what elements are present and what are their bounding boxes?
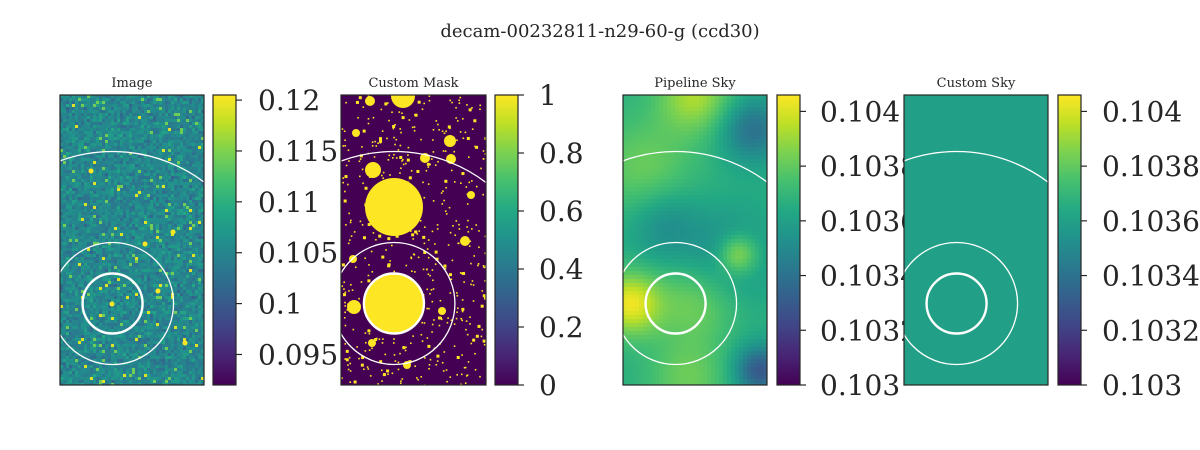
- panel-custom-mask-colorbar-tick-label: 0.6: [539, 195, 584, 228]
- outer-ring: [60, 150, 204, 183]
- panel-image-colorbar: [212, 94, 237, 386]
- panel-image-colorbar-tick-label: 0.115: [258, 135, 338, 168]
- panel-custom-sky-overlay-circles: [904, 150, 1048, 366]
- panel-image-title: Image: [111, 76, 153, 91]
- panel-custom-sky-colorbar-tick-label: 0.1034: [1102, 260, 1200, 293]
- panel-custom-sky-heatmap: [904, 95, 1048, 385]
- panel-image-overlay-circles: [60, 150, 204, 366]
- panel-image-heatmap: [60, 95, 204, 385]
- panel-pipeline-sky-heatmap: [623, 95, 767, 385]
- panel-custom-sky-title: Custom Sky: [937, 76, 1016, 91]
- middle-ring: [623, 241, 738, 366]
- panel-pipeline-sky-colorbar-tick-label: 0.1032: [820, 314, 918, 347]
- panel-custom-mask-colorbar-tick-label: 1: [539, 79, 557, 112]
- panel-image-colorbar-tick-label: 0.095: [258, 338, 338, 371]
- panel-pipeline-sky-colorbar-tick-label: 0.1034: [820, 260, 918, 293]
- panel-custom-mask-frame: [340, 94, 487, 386]
- panel-pipeline-sky-colorbar-tick-label: 0.104: [820, 95, 900, 128]
- panel-custom-mask-colorbar: [494, 94, 519, 386]
- panel-image-colorbar-tick-label: 0.12: [258, 84, 320, 117]
- panel-custom-mask-colorbar-tick-label: 0.8: [539, 137, 584, 170]
- panel-pipeline-sky-colorbar-tick-label: 0.1038: [820, 150, 918, 183]
- panel-pipeline-sky-frame: [622, 94, 768, 386]
- panel-image-colorbar-tick-label: 0.1: [258, 288, 303, 321]
- panel-custom-mask-title: Custom Mask: [368, 76, 458, 91]
- middle-ring: [60, 241, 175, 366]
- panel-custom-mask-colorbar-tick-label: 0: [539, 369, 557, 402]
- panel-custom-mask-colorbar-tick-label: 0.2: [539, 311, 584, 344]
- panel-custom-sky-colorbar-tick-label: 0.104: [1102, 95, 1182, 128]
- panel-custom-mask-colorbar-tick-label: 0.4: [539, 253, 584, 286]
- panel-custom-sky-colorbar: [1057, 94, 1082, 386]
- inner-ring: [81, 272, 144, 335]
- figure-title: decam-00232811-n29-60-g (ccd30): [440, 21, 759, 42]
- panel-image-frame: [59, 94, 205, 386]
- panel-custom-sky-colorbar-tick-label: 0.1032: [1102, 314, 1200, 347]
- outer-ring: [904, 150, 1048, 183]
- panel-pipeline-sky-colorbar: [776, 94, 801, 386]
- inner-ring: [362, 272, 426, 335]
- panel-pipeline-sky-title: Pipeline Sky: [654, 76, 736, 91]
- panel-custom-sky-colorbar-tick-label: 0.1036: [1102, 205, 1200, 238]
- inner-ring: [925, 272, 988, 335]
- inner-ring: [644, 272, 707, 335]
- panel-custom-sky-colorbar-tick-label: 0.1038: [1102, 150, 1200, 183]
- panel-image-colorbar-tick-label: 0.11: [258, 186, 320, 219]
- outer-ring: [623, 150, 767, 183]
- panel-custom-mask-heatmap: [341, 95, 486, 385]
- middle-ring: [341, 241, 456, 366]
- outer-ring: [341, 150, 486, 184]
- panel-pipeline-sky-colorbar-tick-label: 0.103: [820, 369, 900, 402]
- panel-custom-sky-colorbar-tick-label: 0.103: [1102, 369, 1182, 402]
- panel-custom-mask-overlay-circles: [341, 150, 486, 366]
- middle-ring: [904, 241, 1019, 366]
- panel-image-colorbar-tick-label: 0.105: [258, 237, 338, 270]
- panel-pipeline-sky-colorbar-tick-label: 0.1036: [820, 205, 918, 238]
- panel-pipeline-sky-overlay-circles: [623, 150, 767, 366]
- panel-custom-sky-frame: [903, 94, 1049, 386]
